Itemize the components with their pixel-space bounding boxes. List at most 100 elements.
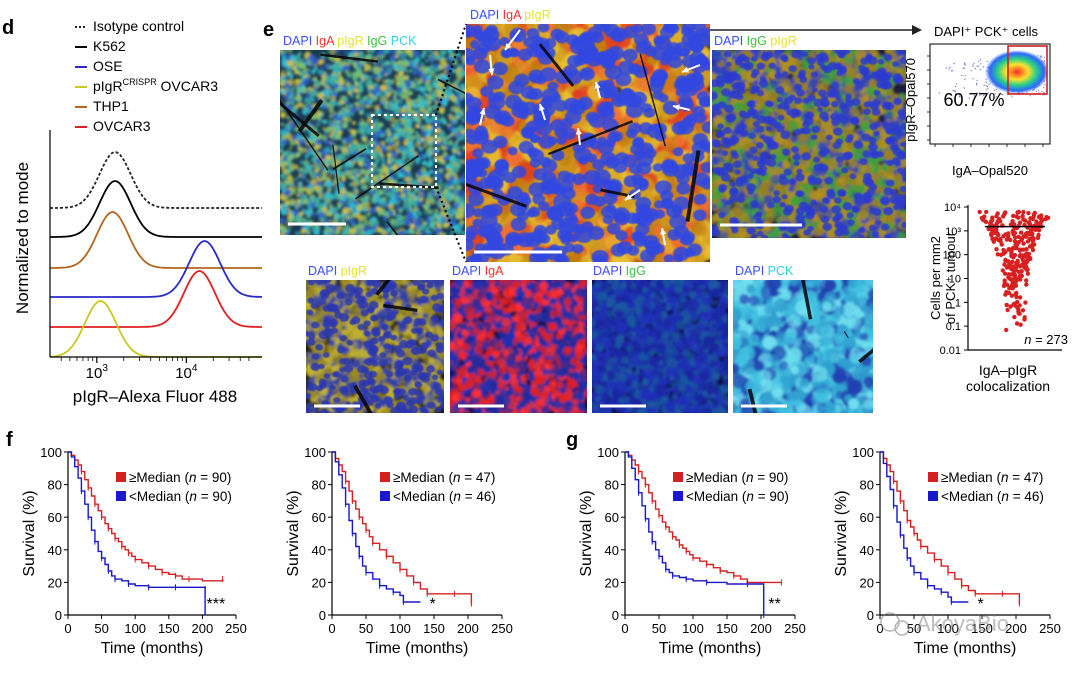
watermark-text: AkoyaBio xyxy=(916,611,1009,636)
dot-point xyxy=(1035,235,1041,241)
scatter-point xyxy=(970,70,973,72)
annotation-arrow-head xyxy=(488,68,495,75)
survival-plot-g-left: 0 20 40 60 80 100 0 50 100 150 200 250 Survival (%) T… xyxy=(578,445,806,657)
dot-point xyxy=(1017,295,1023,300)
dot-point xyxy=(1016,234,1021,240)
histogram-legend: Isotype control K562 OSE pIgRCRISPR OVCAR3 T… xyxy=(75,18,218,134)
histogram-tick-label: 104 xyxy=(175,363,198,382)
km-y-label: Survival (%) xyxy=(21,490,38,576)
dot-point xyxy=(1033,227,1038,232)
dot-point xyxy=(1021,241,1026,246)
dot-point xyxy=(1017,303,1022,308)
scatter-point xyxy=(994,93,996,95)
scatter-point xyxy=(1044,84,1046,86)
scatter-point xyxy=(988,83,990,86)
km-y-tick-label: 80 xyxy=(605,478,619,493)
km-x-label: Time (months) xyxy=(101,640,204,657)
scatter-point xyxy=(951,70,954,72)
km-legend-swatch xyxy=(673,491,683,501)
km-legend-entry: ≥Median (n = 90) xyxy=(129,470,231,485)
dot-point xyxy=(1003,210,1008,215)
km-y-tick-label: 60 xyxy=(860,510,874,525)
scatter-x-label: IgA–Opal520 xyxy=(952,163,1028,178)
km-x-tick-label: 100 xyxy=(682,621,704,636)
gating-scatter: DAPI⁺ PCK⁺ cells 60.77% pIgR–Opal570 IgA… xyxy=(903,24,1051,178)
histogram-curve-pigr xyxy=(49,300,262,358)
scatter-point xyxy=(972,64,974,66)
scatter-ticks xyxy=(927,55,1044,147)
scatter-point xyxy=(964,78,966,80)
km-y-tick-label: 20 xyxy=(48,575,62,590)
dot-tick-label: 10 xyxy=(949,274,961,286)
dot-point xyxy=(1002,262,1007,267)
scatter-point xyxy=(1011,95,1013,98)
dot-point xyxy=(1004,265,1010,270)
scatter-point xyxy=(959,96,961,98)
dot-point xyxy=(1010,229,1015,234)
scatter-point xyxy=(1037,89,1040,92)
km-y-tick-label: 0 xyxy=(55,608,62,623)
scatter-point xyxy=(938,92,941,94)
scatter-gate-percent: 60.77% xyxy=(943,90,1004,110)
km-x-tick-label: 100 xyxy=(937,621,959,636)
scatter-point xyxy=(1041,91,1043,93)
dot-point xyxy=(1010,246,1015,251)
dot-point xyxy=(983,219,989,224)
scatter-point xyxy=(985,85,987,87)
dot-point xyxy=(1008,304,1013,309)
annotation-arrow-head xyxy=(673,104,680,111)
dot-point xyxy=(995,252,1000,257)
scatter-point xyxy=(985,95,987,97)
km-y-tick-label: 80 xyxy=(312,478,326,493)
dot-point xyxy=(991,239,996,244)
km-y-tick-label: 20 xyxy=(605,575,619,590)
dot-point xyxy=(994,230,1000,236)
scatter-point xyxy=(972,78,974,80)
km-legend-swatch xyxy=(673,472,683,482)
scatter-point xyxy=(975,92,977,94)
scatter-point xyxy=(985,78,987,81)
km-x-tick-label: 0 xyxy=(621,621,628,636)
scatter-point xyxy=(949,66,951,69)
km-x-tick-label: 150 xyxy=(423,621,445,636)
dot-point xyxy=(1019,269,1024,274)
dot-point xyxy=(1030,238,1036,244)
km-significance: * xyxy=(978,596,984,613)
km-x-tick-label: 200 xyxy=(457,621,479,636)
annotation-arrow-head xyxy=(538,104,545,111)
dot-point xyxy=(1014,260,1019,266)
scatter-point xyxy=(945,67,948,69)
km-x-tick-label: 0 xyxy=(64,621,71,636)
dot-point xyxy=(1023,300,1028,305)
km-x-tick-label: 250 xyxy=(491,621,513,636)
dot-point xyxy=(1014,321,1020,326)
dot-x-label-2: colocalization xyxy=(966,378,1050,394)
km-y-tick-label: 20 xyxy=(312,575,326,590)
scatter-point xyxy=(978,92,981,94)
km-x-tick-label: 250 xyxy=(1039,621,1061,636)
km-legend-swatch xyxy=(928,472,938,482)
km-x-tick-label: 50 xyxy=(359,621,373,636)
km-curve-above-median xyxy=(625,451,782,584)
km-legend-entry: ≥Median (n = 90) xyxy=(686,470,788,485)
dot-point xyxy=(1023,278,1029,283)
dot-point xyxy=(1019,237,1024,243)
histogram-curve-k562 xyxy=(50,180,262,238)
dot-point xyxy=(1032,242,1037,247)
scatter-point xyxy=(983,94,985,97)
dot-point xyxy=(1002,281,1007,286)
dot-ticks: 10⁴ 10³ 100 10 1 0.1 0.01 xyxy=(940,202,968,357)
dot-point xyxy=(1028,216,1033,221)
legend-entry: Isotype control xyxy=(93,18,184,34)
km-y-tick-label: 0 xyxy=(319,608,326,623)
legend-entry: OSE xyxy=(93,58,123,74)
channel-label-igg-small: DAPI IgG xyxy=(593,264,646,278)
dot-point xyxy=(996,237,1001,242)
km-legend-swatch xyxy=(116,491,126,501)
dot-point xyxy=(1000,268,1005,273)
scatter-point xyxy=(980,63,982,65)
dot-point xyxy=(1016,311,1021,316)
dot-point xyxy=(999,242,1004,247)
annotation-arrow-head xyxy=(479,108,486,115)
dot-tick-label: 10³ xyxy=(945,226,961,238)
